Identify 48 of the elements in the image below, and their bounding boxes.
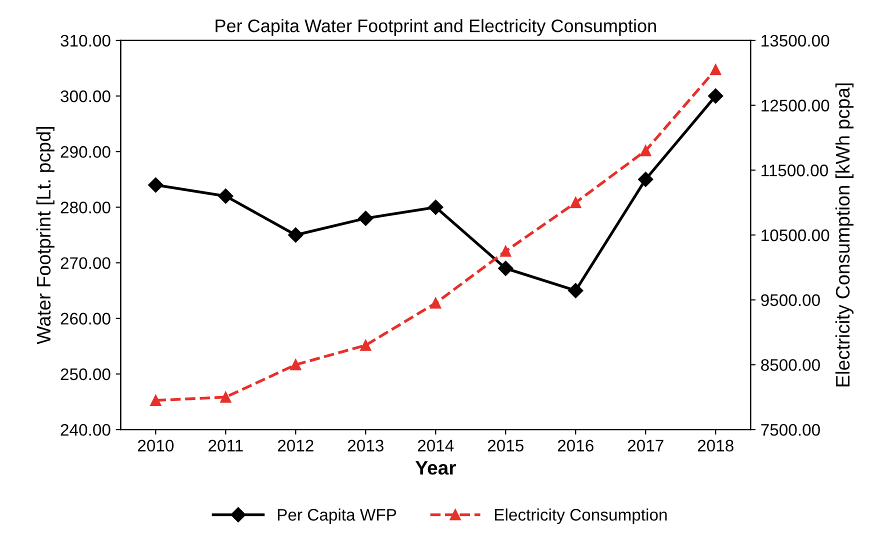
y-tick-label: 240.00 xyxy=(60,424,110,436)
y-tick-label: 290.00 xyxy=(60,146,110,158)
y-tick-label: 300.00 xyxy=(60,90,110,102)
point xyxy=(430,298,442,309)
point xyxy=(148,177,164,193)
chart-title: Per Capita Water Footprint and Electricity Consumption xyxy=(216,19,656,36)
x-axis-title: Year xyxy=(415,461,456,475)
x-tick-label: 2016 xyxy=(558,440,594,452)
point xyxy=(708,88,724,104)
x-tick-label: 2013 xyxy=(348,440,384,452)
point xyxy=(498,260,514,276)
point xyxy=(288,227,304,243)
y2-tick-label: 9500.00 xyxy=(761,294,820,306)
legend-label: Per Capita WFP xyxy=(278,508,396,524)
y-tick-label: 250.00 xyxy=(60,368,110,380)
y2-tick-label: 12500.00 xyxy=(762,100,830,112)
point xyxy=(570,197,582,208)
point xyxy=(150,394,162,406)
point xyxy=(358,210,374,226)
point xyxy=(710,64,722,76)
legend-label: Electricity Consumption xyxy=(495,508,667,524)
x-tick-label: 2015 xyxy=(488,440,524,452)
y-axis-title: Water Footprint [Lt. pcpd] xyxy=(36,127,54,344)
x-tick-label: 2017 xyxy=(628,440,664,452)
y2-tick-label: 7500.00 xyxy=(761,424,820,436)
point xyxy=(290,359,302,370)
y-tick-label: 310.00 xyxy=(60,34,110,47)
point xyxy=(500,246,512,257)
y2-tick-label: 8500.00 xyxy=(761,359,820,371)
y-tick-label: 260.00 xyxy=(60,312,110,325)
point xyxy=(640,145,652,156)
x-tick-label: 2012 xyxy=(278,440,314,452)
y-tick-label: 280.00 xyxy=(60,202,110,214)
point xyxy=(220,392,232,403)
x-tick-label: 2014 xyxy=(418,440,454,452)
y2-axis-title: Electricity Consumption [kWh pcpa] xyxy=(835,83,854,386)
point xyxy=(428,200,444,215)
x-tick-label: 2018 xyxy=(698,440,734,452)
y2-tick-label: 13500.00 xyxy=(762,34,830,47)
point xyxy=(218,188,234,204)
y-tick-label: 270.00 xyxy=(60,257,110,270)
x-tick-label: 2010 xyxy=(138,440,174,452)
point xyxy=(568,283,584,298)
y2-tick-label: 10500.00 xyxy=(762,229,830,242)
y2-tick-label: 11500.00 xyxy=(762,164,828,176)
x-tick-label: 2011 xyxy=(208,440,243,452)
point xyxy=(638,172,654,187)
point xyxy=(360,340,372,351)
